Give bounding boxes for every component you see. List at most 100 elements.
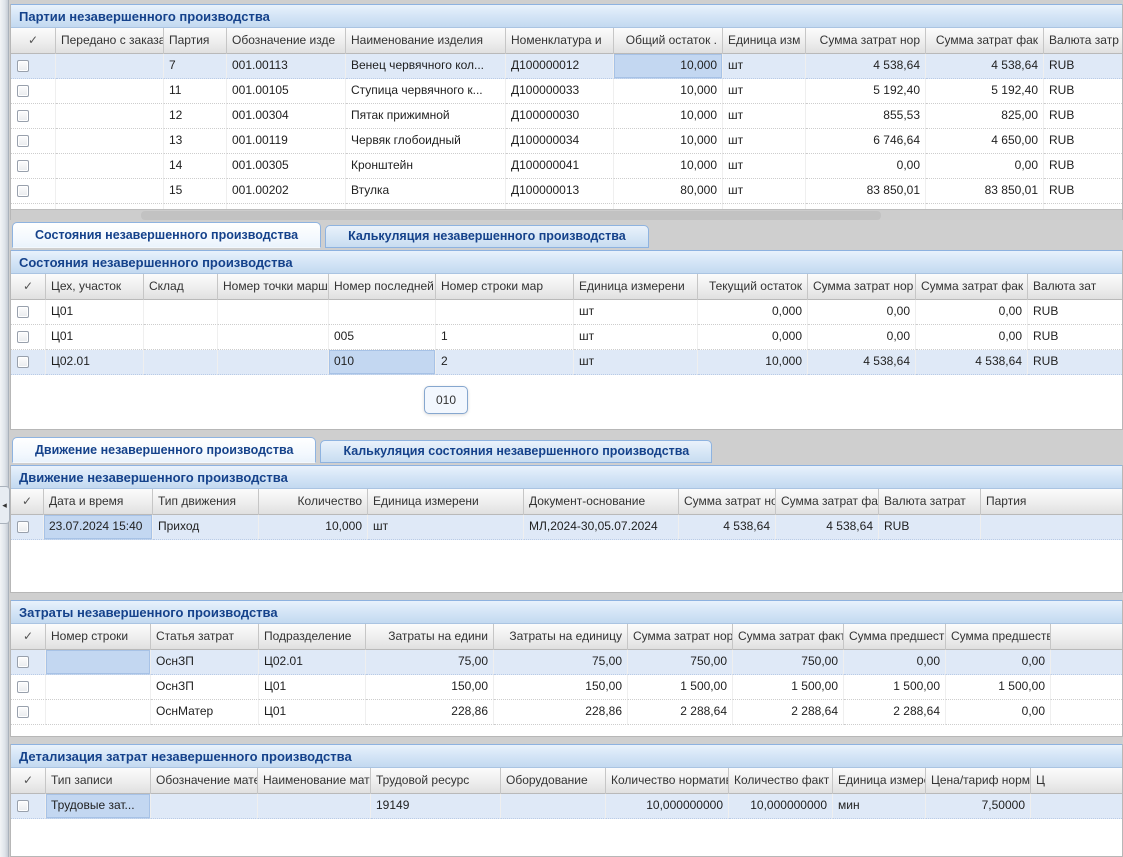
table-row[interactable]: 11 001.00105 Ступица червячного к... Д10000… <box>11 79 1122 104</box>
cell[interactable]: RUB <box>1044 54 1122 79</box>
cell[interactable]: 750,00 <box>628 650 733 675</box>
cell[interactable]: Ц02.01 <box>259 650 366 675</box>
cell[interactable] <box>46 700 151 725</box>
cell[interactable] <box>501 794 606 819</box>
cell[interactable] <box>436 300 574 325</box>
column-header[interactable]: Подразделение <box>259 624 366 650</box>
cell[interactable]: 0,000 <box>698 300 808 325</box>
column-header[interactable]: Цена/тариф норма <box>926 768 1031 794</box>
cell[interactable]: 1 500,00 <box>628 675 733 700</box>
cell[interactable]: шт <box>723 179 806 204</box>
cell[interactable]: мин <box>833 794 926 819</box>
column-header[interactable]: Документ-основание <box>524 489 679 515</box>
cell[interactable]: 10,000 <box>614 204 723 209</box>
cell[interactable]: RUB <box>1044 79 1122 104</box>
cell[interactable]: RUB <box>1044 204 1122 209</box>
cell[interactable]: 1 <box>436 325 574 350</box>
cell[interactable]: 750,00 <box>733 650 844 675</box>
cell[interactable]: RUB <box>1044 129 1122 154</box>
cell[interactable] <box>1051 700 1122 725</box>
cell[interactable]: Червяк глобоидный <box>346 129 506 154</box>
row-checkbox[interactable] <box>17 306 29 318</box>
column-header[interactable]: Количество <box>259 489 368 515</box>
table-row[interactable]: 13 001.00119 Червяк глобоидный Д100000034 10… <box>11 129 1122 154</box>
cell[interactable]: 2 948,00 <box>806 204 926 209</box>
column-header[interactable]: Партия <box>164 28 227 54</box>
cell[interactable]: шт <box>723 129 806 154</box>
cell[interactable]: Пятак прижимной <box>346 104 506 129</box>
cell[interactable]: 11 <box>164 79 227 104</box>
cell[interactable]: Ц01 <box>46 300 144 325</box>
table-row[interactable]: 14 001.00305 Кронштейн Д100000041 10,000 шт 0,… <box>11 154 1122 179</box>
table-row[interactable]: ОснМатер Ц01 228,86 228,86 2 288,64 2 288,64 2… <box>11 700 1122 725</box>
tab-states[interactable]: Состояния незавершенного производства <box>12 222 322 248</box>
cell[interactable]: ОснЗП <box>151 650 259 675</box>
column-header[interactable]: Номер строки мар <box>436 274 574 300</box>
row-checkbox[interactable] <box>17 110 29 122</box>
cell[interactable]: 10,000 <box>698 350 808 375</box>
cell[interactable]: Д100000012 <box>506 54 614 79</box>
cell[interactable]: 001.00202 <box>227 179 346 204</box>
column-header[interactable]: Сумма затрат фак <box>916 274 1028 300</box>
cell[interactable]: шт <box>723 79 806 104</box>
cell[interactable]: 001.00304 <box>227 104 346 129</box>
column-header[interactable]: Трудовой ресурс <box>371 768 501 794</box>
column-header[interactable]: Передано с заказа <box>56 28 164 54</box>
cell[interactable] <box>981 515 1122 540</box>
cell[interactable]: Ц01 <box>259 675 366 700</box>
cell[interactable]: 2 288,64 <box>628 700 733 725</box>
column-header[interactable]: Сумма затрат нор <box>806 28 926 54</box>
cell[interactable]: 10,000000000 <box>606 794 729 819</box>
cell[interactable]: Втулка <box>346 179 506 204</box>
cell[interactable]: 21 <box>164 204 227 209</box>
cell[interactable]: 83 850,01 <box>926 179 1044 204</box>
cell[interactable]: 10,000000000 <box>729 794 833 819</box>
cell[interactable]: 2 <box>436 350 574 375</box>
cell[interactable]: 228,86 <box>366 700 494 725</box>
column-header[interactable]: Партия <box>981 489 1122 515</box>
column-header[interactable]: Сумма предшеству <box>844 624 946 650</box>
table-row[interactable]: 12 001.00304 Пятак прижимной Д100000030 10,0… <box>11 104 1122 129</box>
column-header[interactable]: Единица измерени <box>574 274 698 300</box>
cell[interactable]: 001.00105 <box>227 79 346 104</box>
tab-movement[interactable]: Движение незавершенного производства <box>12 437 317 463</box>
cell[interactable] <box>56 154 164 179</box>
cell[interactable]: 0,00 <box>946 700 1051 725</box>
column-header[interactable]: Сумма затрат нор <box>628 624 733 650</box>
cell[interactable]: 7 <box>164 54 227 79</box>
cell[interactable]: 23.07.2024 15:40 <box>44 515 153 540</box>
column-header[interactable]: Сумма затрат фак <box>776 489 879 515</box>
column-header[interactable]: Тип записи <box>46 768 151 794</box>
column-header[interactable]: Номер последней <box>329 274 436 300</box>
row-checkbox[interactable] <box>17 800 29 812</box>
cell[interactable]: 83 850,01 <box>806 179 926 204</box>
cell[interactable] <box>144 350 218 375</box>
column-header[interactable]: Единица измерени <box>368 489 524 515</box>
cell[interactable]: 12 <box>164 104 227 129</box>
row-checkbox[interactable] <box>17 706 29 718</box>
cell[interactable]: 010 <box>329 350 436 375</box>
cell[interactable]: 10,000 <box>614 54 723 79</box>
cell[interactable] <box>1051 650 1122 675</box>
cell[interactable]: Ц01 <box>259 700 366 725</box>
column-header[interactable]: Номер точки марш <box>218 274 329 300</box>
cell[interactable]: 0,00 <box>806 154 926 179</box>
cell[interactable]: 4 650,00 <box>926 129 1044 154</box>
cell[interactable]: 10,000 <box>614 154 723 179</box>
left-splitter[interactable] <box>0 0 9 857</box>
cell[interactable]: шт <box>574 325 698 350</box>
cell[interactable]: 4 538,64 <box>806 54 926 79</box>
cell[interactable]: шт <box>368 515 524 540</box>
column-header[interactable]: Цех, участок <box>46 274 144 300</box>
row-checkbox[interactable] <box>17 521 29 533</box>
select-all-check-icon[interactable]: ✓ <box>11 624 46 650</box>
cell[interactable]: 6 746,64 <box>806 129 926 154</box>
column-header[interactable]: Дата и время <box>44 489 153 515</box>
table-row[interactable]: Ц01 шт 0,000 0,00 0,00 RUB <box>11 300 1122 325</box>
table-row[interactable]: Трудовые зат... 19149 10,000000000 10,00000… <box>11 794 1122 819</box>
cell[interactable]: 001.00305 <box>227 154 346 179</box>
cell[interactable]: 7,50000 <box>926 794 1031 819</box>
cell[interactable] <box>144 300 218 325</box>
table-row[interactable]: 15 001.00202 Втулка Д100000013 80,000 шт 83 85… <box>11 179 1122 204</box>
column-header[interactable]: Валюта зат <box>1028 274 1122 300</box>
